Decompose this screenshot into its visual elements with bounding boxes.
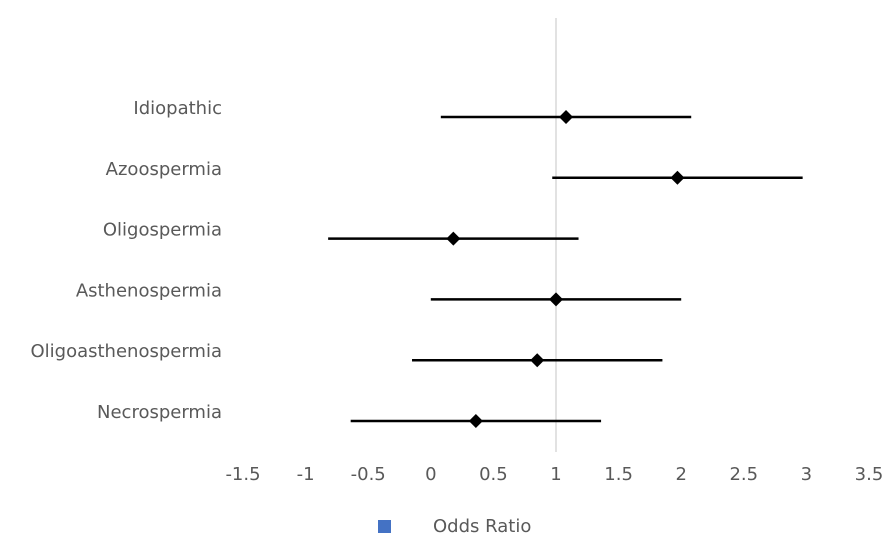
x-tick-label: 0 — [425, 464, 436, 485]
x-tick-label: 3.5 — [855, 464, 884, 485]
x-tick-label: 1 — [550, 464, 561, 485]
category-label-oligoasthenospermia: Oligoasthenospermia — [30, 341, 222, 362]
category-labels: Idiopathic Azoospermia Oligospermia Astheno… — [30, 98, 222, 423]
marker-idiopathic — [559, 110, 574, 124]
legend: Odds Ratio — [378, 516, 531, 535]
marker-oligospermia — [446, 231, 461, 246]
x-tick-label: -1.5 — [225, 464, 260, 485]
category-label-oligospermia: Oligospermia — [103, 220, 222, 241]
category-label-idiopathic: Idiopathic — [133, 98, 222, 119]
marker-necrospermia — [468, 414, 483, 428]
x-tick-label: -1 — [297, 464, 315, 485]
x-tick-label: 1.5 — [604, 464, 633, 485]
odds-ratio-markers — [446, 110, 685, 428]
legend-label-odds-ratio: Odds Ratio — [433, 516, 531, 535]
confidence-interval-lines — [328, 115, 803, 423]
x-axis-tick-labels: -1.5 -1 -0.5 0 0.5 1 1.5 2 2.5 3 3.5 — [225, 464, 883, 485]
x-tick-label: 2.5 — [729, 464, 758, 485]
marker-asthenospermia — [549, 292, 563, 307]
x-tick-label: 2 — [675, 464, 686, 485]
marker-oligoasthenospermia — [530, 353, 545, 368]
x-tick-label: 0.5 — [479, 464, 508, 485]
x-tick-label: 3 — [801, 464, 812, 485]
x-tick-label: -0.5 — [351, 464, 386, 485]
category-label-azoospermia: Azoospermia — [106, 159, 222, 180]
category-label-asthenospermia: Asthenospermia — [76, 280, 222, 301]
category-label-necrospermia: Necrospermia — [97, 402, 222, 423]
marker-azoospermia — [670, 170, 685, 185]
legend-swatch — [378, 520, 391, 533]
